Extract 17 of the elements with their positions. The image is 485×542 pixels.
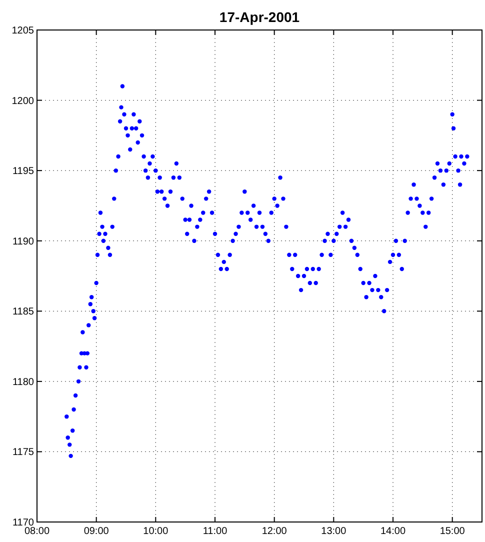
y-tick-label: 1170 bbox=[12, 518, 34, 528]
y-tick-label: 1200 bbox=[12, 96, 34, 107]
y-tick-label: 1195 bbox=[12, 166, 34, 178]
x-tick-label: 14:00 bbox=[380, 526, 406, 537]
y-tick-label: 1205 bbox=[12, 26, 34, 36]
x-tick-label: 10:00 bbox=[143, 526, 169, 537]
x-tick-label: 11:00 bbox=[202, 526, 228, 537]
x-tick-label: 08:00 bbox=[24, 526, 50, 537]
x-tick-label: 13:00 bbox=[321, 526, 347, 537]
y-tick-label: 1185 bbox=[12, 306, 34, 318]
x-tick-label: 15:00 bbox=[440, 526, 466, 537]
y-tick-label: 1190 bbox=[12, 236, 34, 248]
y-tick-label: 1180 bbox=[12, 376, 34, 388]
x-tick-label: 09:00 bbox=[84, 526, 110, 537]
x-tick-label: 12:00 bbox=[262, 526, 288, 537]
y-tick-label: 1175 bbox=[12, 447, 34, 458]
chart-title: 17-Apr-2001 bbox=[219, 9, 300, 25]
